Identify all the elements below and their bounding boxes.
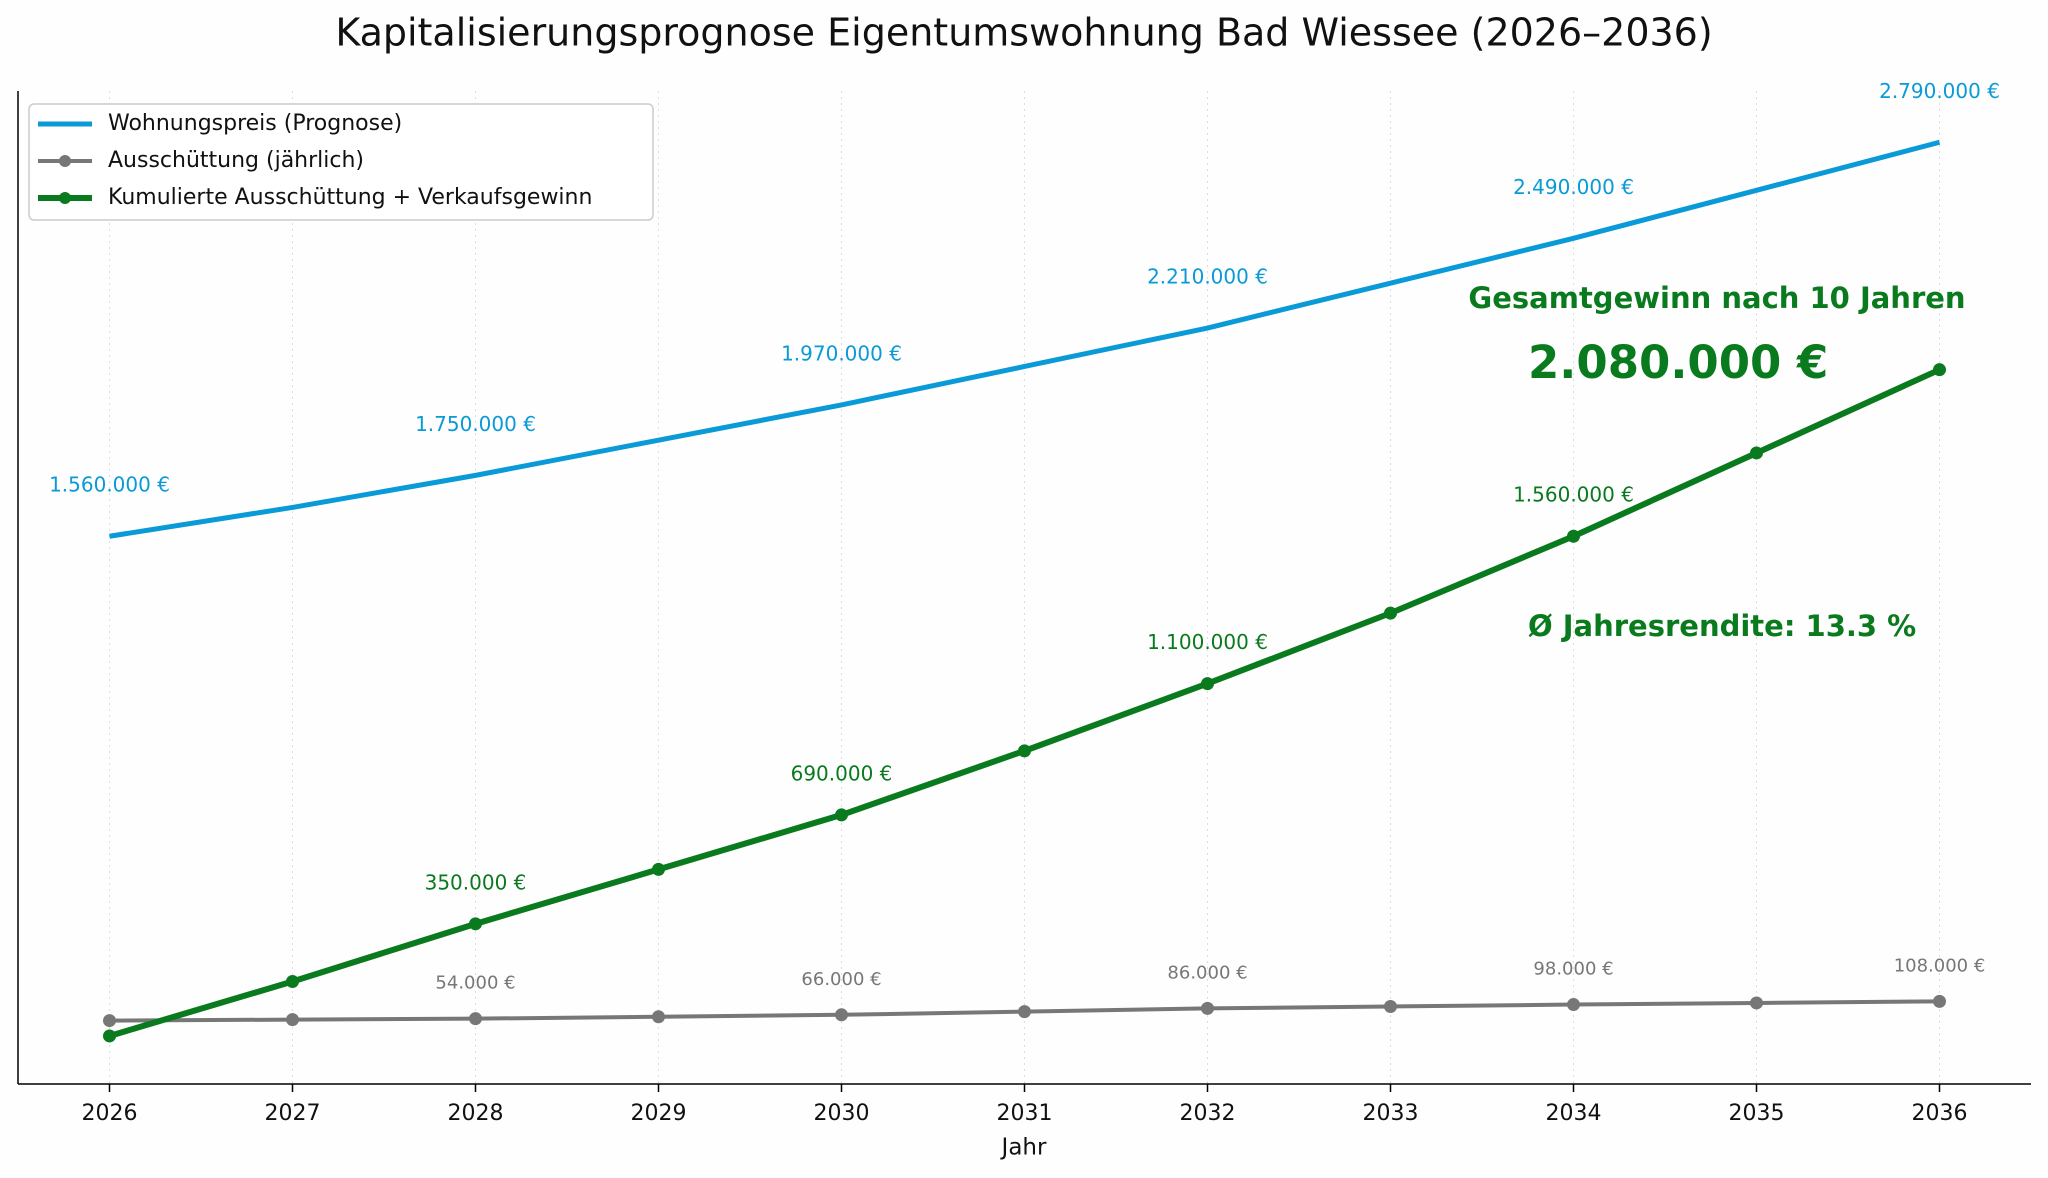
annotation: 2.080.000 € <box>1528 336 1828 389</box>
data-label: 1.750.000 € <box>415 412 536 436</box>
plot-area: 1.560.000 € 1.750.000 € 1.970.000 € 2.210.0… <box>49 79 2000 1043</box>
data-point <box>469 917 482 931</box>
data-point <box>1567 529 1580 543</box>
x-tick-label: 2036 <box>1912 1101 1968 1126</box>
x-tick-label: 2026 <box>82 1101 138 1126</box>
data-point <box>103 1014 116 1028</box>
data-point <box>835 808 848 822</box>
x-tick-label: 2033 <box>1363 1101 1419 1126</box>
x-tick-label: 2027 <box>265 1101 321 1126</box>
x-tick-label: 2028 <box>448 1101 504 1126</box>
legend-marker <box>59 155 71 167</box>
data-point <box>1201 677 1214 691</box>
legend: Wohnungspreis (Prognose) Ausschüttung (jä… <box>28 103 654 221</box>
data-point <box>1201 1001 1214 1015</box>
data-point <box>103 1029 116 1043</box>
data-point <box>469 1012 482 1026</box>
data-label: 66.000 € <box>801 969 881 990</box>
legend-marker <box>59 192 71 204</box>
data-label: 2.790.000 € <box>1879 79 2000 103</box>
data-label: 1.560.000 € <box>1513 483 1634 507</box>
chart-title: Kapitalisierungsprognose Eigentumswohnun… <box>335 11 1712 55</box>
data-label: 1.560.000 € <box>49 473 170 497</box>
series-line <box>109 139 1941 539</box>
x-tick-label: 2029 <box>631 1101 687 1126</box>
data-point <box>835 1008 848 1022</box>
data-point <box>286 974 299 988</box>
legend-label: Ausschüttung (jährlich) <box>108 148 364 173</box>
data-point <box>286 1013 299 1027</box>
data-label: 108.000 € <box>1894 955 1986 976</box>
data-label: 98.000 € <box>1533 959 1613 980</box>
data-point <box>1018 1005 1031 1019</box>
data-point <box>1018 744 1031 758</box>
data-label: 690.000 € <box>791 761 893 785</box>
data-label: 86.000 € <box>1167 962 1247 983</box>
annotation: Ø Jahresrendite: 13.3 % <box>1528 609 1916 643</box>
data-point <box>1750 996 1763 1010</box>
x-tick-label: 2034 <box>1546 1101 1602 1126</box>
data-label: 2.490.000 € <box>1513 175 1634 199</box>
data-point <box>652 1010 665 1024</box>
data-point <box>1750 446 1763 460</box>
data-point <box>1567 998 1580 1012</box>
data-point <box>1384 999 1397 1013</box>
x-tick-label: 2031 <box>997 1101 1053 1126</box>
x-tick-label: 2035 <box>1729 1101 1785 1126</box>
data-label: 2.210.000 € <box>1147 265 1268 289</box>
legend-box <box>28 103 654 221</box>
data-label: 1.970.000 € <box>781 341 902 365</box>
data-point <box>1384 606 1397 620</box>
data-point <box>652 862 665 876</box>
x-tick-label: 2030 <box>814 1101 870 1126</box>
annotation: Gesamtgewinn nach 10 Jahren <box>1468 281 1965 315</box>
data-point <box>1933 994 1946 1008</box>
legend-label: Kumulierte Ausschüttung + Verkaufsgewinn <box>108 185 592 210</box>
data-label: 350.000 € <box>425 870 527 894</box>
data-point <box>1933 363 1946 377</box>
x-axis-label: Jahr <box>1000 1135 1047 1161</box>
legend-label: Wohnungspreis (Prognose) <box>108 111 402 136</box>
data-label: 54.000 € <box>435 973 515 994</box>
x-tick-label: 2032 <box>1180 1101 1236 1126</box>
data-label: 1.100.000 € <box>1147 630 1268 654</box>
